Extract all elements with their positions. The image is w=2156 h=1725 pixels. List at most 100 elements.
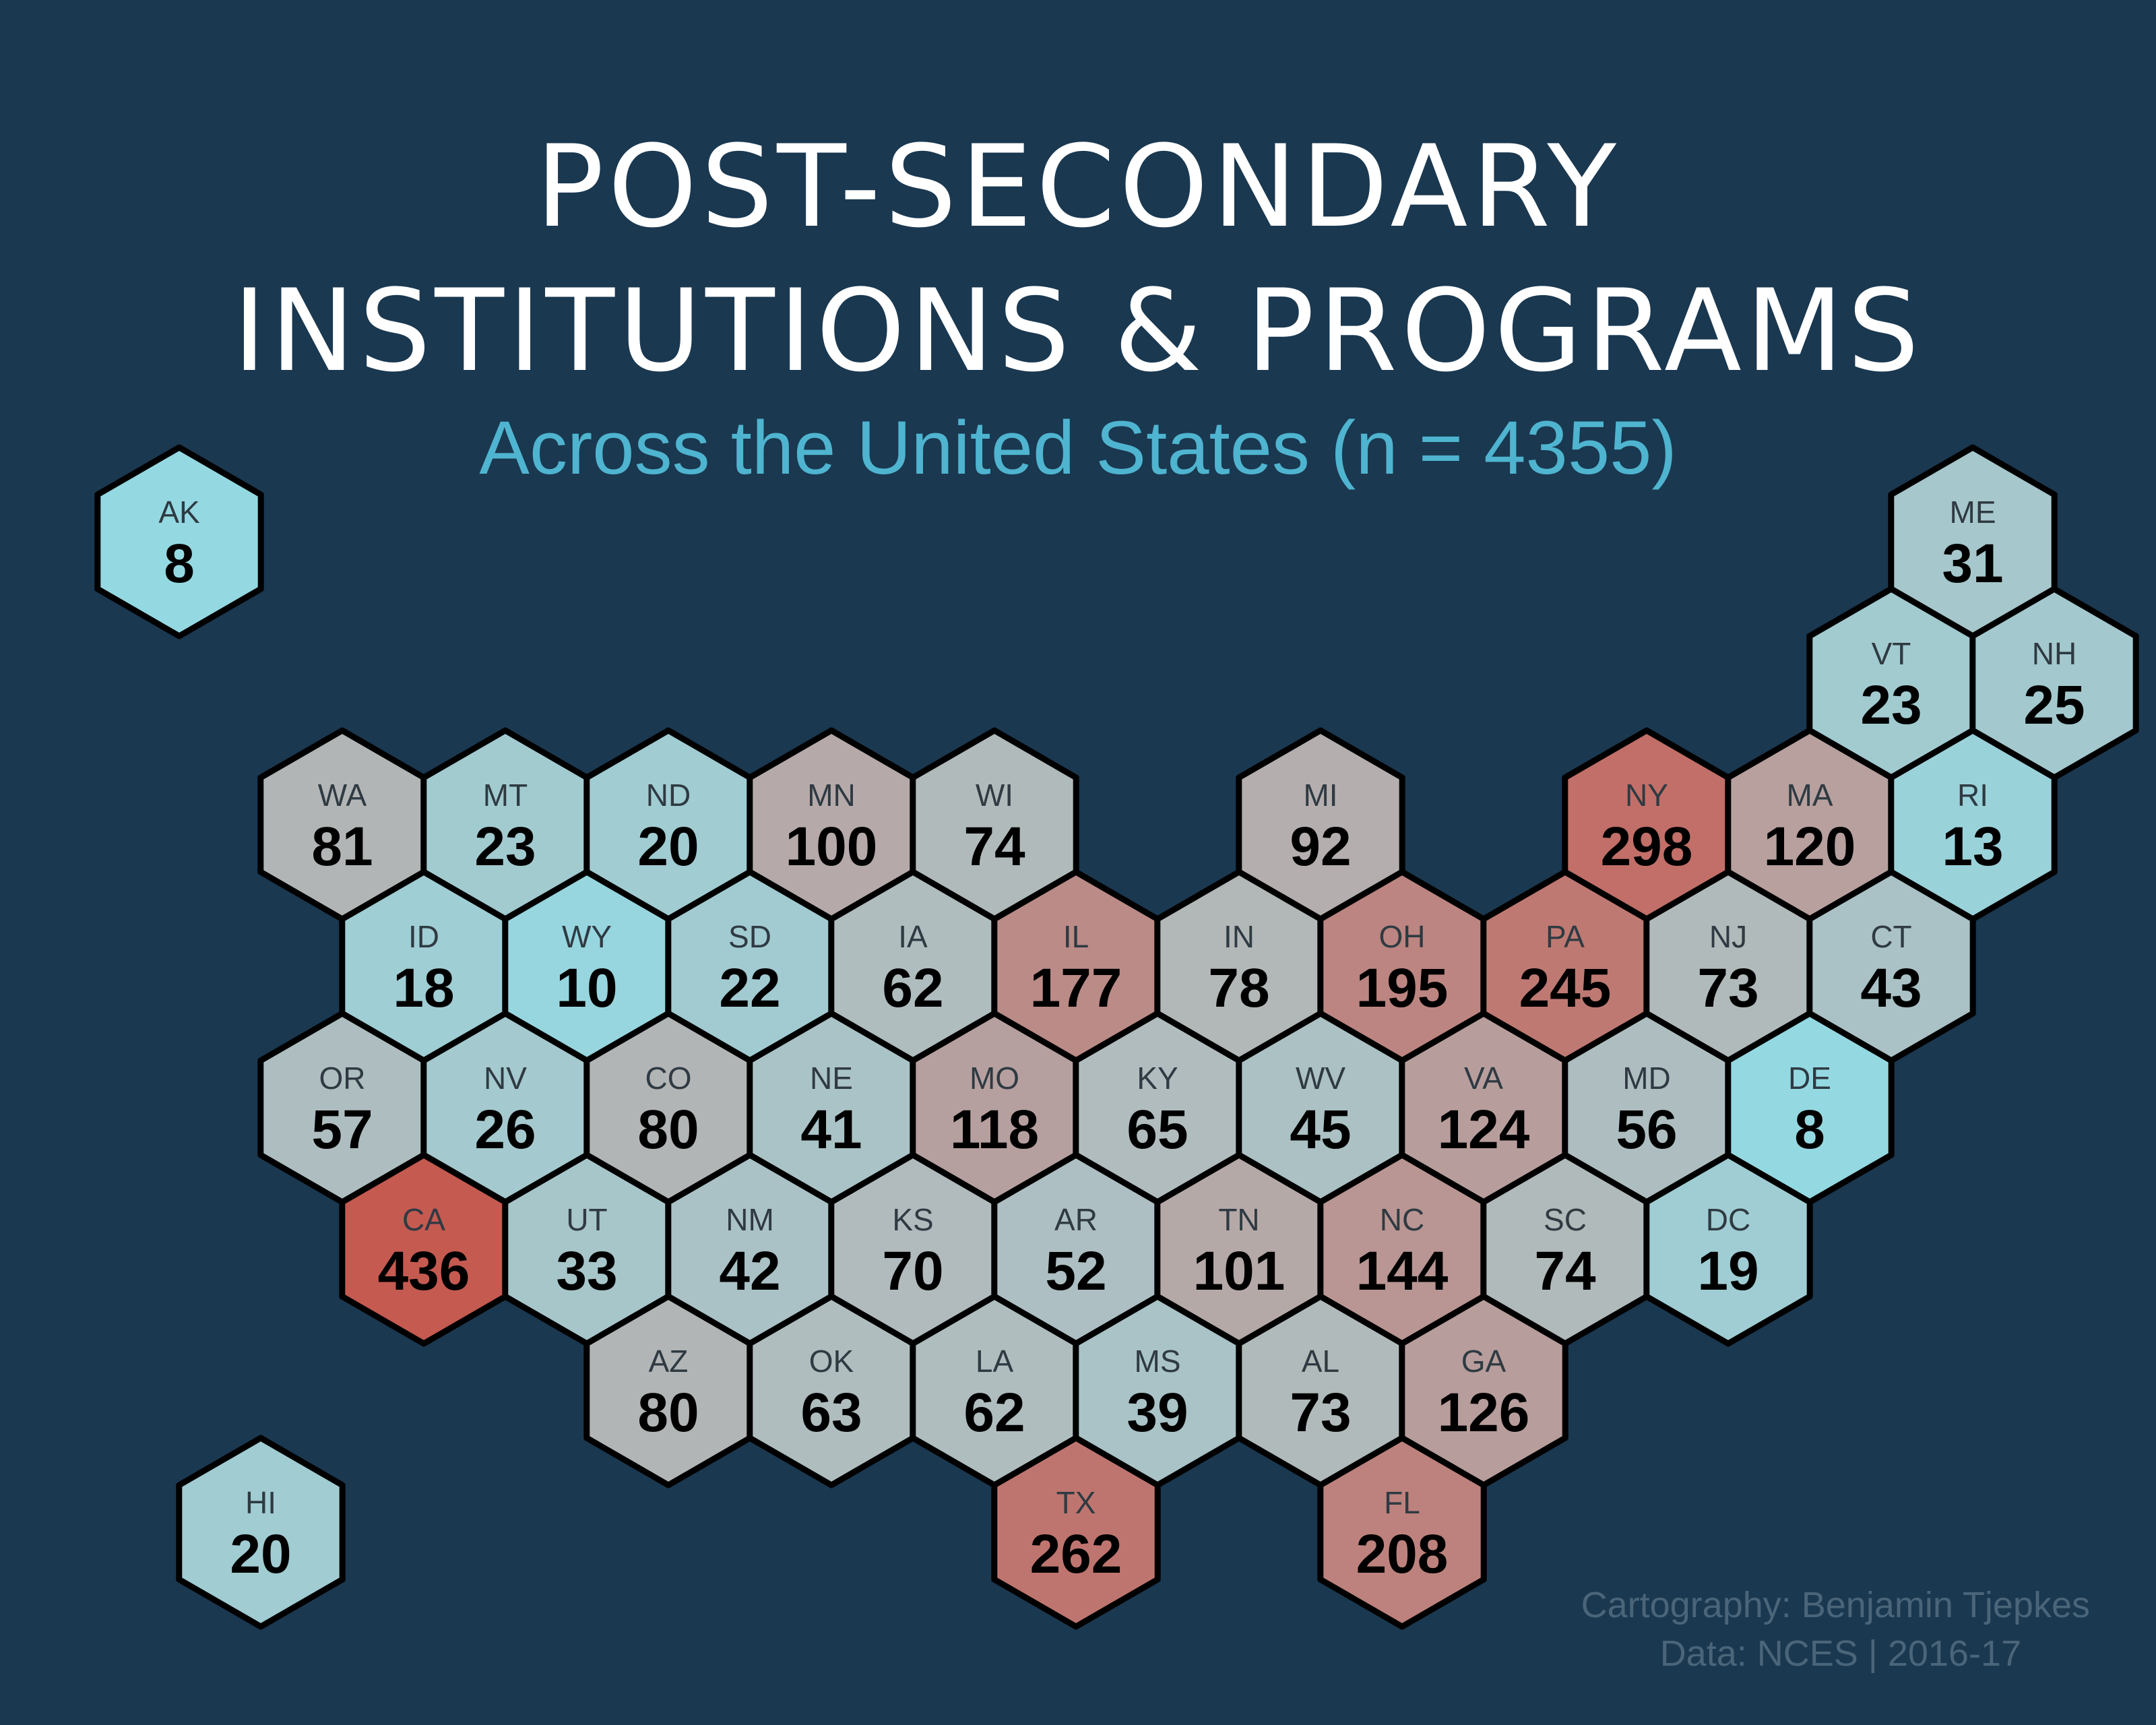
state-abbr-label: LA: [976, 1344, 1014, 1379]
state-abbr-label: MI: [1303, 778, 1337, 813]
state-abbr-label: IN: [1224, 919, 1255, 954]
state-hex-ca: CA 436: [339, 1152, 509, 1347]
state-abbr-label: MA: [1787, 778, 1833, 813]
state-abbr-label: TN: [1218, 1202, 1259, 1237]
state-hex-nh: NH 25: [1969, 586, 2139, 781]
state-count-label: 62: [882, 958, 943, 1019]
data-source-credit: Data: NCES | 2016-17: [1659, 1633, 2021, 1674]
state-abbr-label: GA: [1461, 1344, 1507, 1379]
state-count-label: 73: [1697, 958, 1758, 1019]
state-count-label: 33: [556, 1241, 617, 1302]
state-count-label: 100: [786, 816, 878, 877]
state-abbr-label: NM: [726, 1202, 774, 1237]
state-abbr-label: WA: [318, 778, 367, 813]
state-abbr-label: MN: [807, 778, 856, 813]
state-count-label: 23: [1860, 675, 1922, 736]
state-count-label: 20: [230, 1524, 291, 1585]
state-abbr-label: NC: [1380, 1202, 1424, 1237]
state-abbr-label: OR: [319, 1061, 366, 1096]
state-abbr-label: MS: [1135, 1344, 1181, 1379]
state-abbr-label: AL: [1302, 1344, 1339, 1379]
state-count-label: 124: [1438, 1099, 1530, 1160]
state-count-label: 23: [474, 816, 536, 877]
state-count-label: 177: [1030, 958, 1122, 1019]
state-count-label: 63: [800, 1382, 862, 1443]
state-abbr-label: KY: [1137, 1061, 1178, 1096]
state-abbr-label: IA: [898, 919, 928, 954]
state-count-label: 18: [393, 958, 454, 1019]
state-count-label: 8: [1794, 1099, 1825, 1160]
state-hex-shape: [1317, 1435, 1487, 1630]
state-abbr-label: HI: [245, 1485, 276, 1520]
state-count-label: 73: [1290, 1382, 1351, 1443]
state-count-label: 126: [1438, 1382, 1530, 1443]
state-hex-sc: SC 74: [1480, 1152, 1650, 1347]
state-count-label: 25: [2023, 675, 2085, 736]
state-abbr-label: FL: [1384, 1485, 1420, 1520]
state-count-label: 52: [1045, 1241, 1106, 1302]
state-count-label: 8: [164, 533, 195, 594]
state-abbr-label: NY: [1625, 778, 1668, 813]
state-count-label: 65: [1127, 1099, 1188, 1160]
state-abbr-label: PA: [1546, 919, 1585, 954]
state-abbr-label: NV: [484, 1061, 527, 1096]
state-hex-ks: KS 70: [828, 1152, 998, 1347]
state-abbr-label: OK: [809, 1344, 854, 1379]
state-count-label: 81: [311, 816, 373, 877]
state-abbr-label: UT: [566, 1202, 607, 1237]
state-count-label: 56: [1616, 1099, 1677, 1160]
state-hex-hi: HI 20: [176, 1435, 346, 1630]
state-abbr-label: DC: [1706, 1202, 1750, 1237]
state-count-label: 43: [1860, 958, 1922, 1019]
state-count-label: 208: [1356, 1524, 1449, 1585]
state-hex-dc: DC 19: [1643, 1152, 1813, 1347]
state-count-label: 57: [311, 1099, 373, 1160]
state-count-label: 262: [1030, 1524, 1122, 1585]
state-abbr-label: AK: [158, 495, 200, 530]
state-abbr-label: SD: [728, 919, 771, 954]
state-abbr-label: SC: [1544, 1202, 1587, 1237]
state-count-label: 39: [1127, 1382, 1188, 1443]
state-abbr-label: OH: [1379, 919, 1426, 954]
state-abbr-label: RI: [1957, 778, 1988, 813]
state-abbr-label: WV: [1296, 1061, 1345, 1096]
state-count-label: 41: [800, 1099, 862, 1160]
state-abbr-label: CT: [1870, 919, 1911, 954]
state-count-label: 120: [1764, 816, 1856, 877]
state-abbr-label: IL: [1063, 919, 1089, 954]
state-count-label: 31: [1942, 533, 2003, 594]
state-count-label: 436: [378, 1241, 470, 1302]
state-abbr-label: NH: [2032, 636, 2076, 671]
state-abbr-label: NE: [810, 1061, 853, 1096]
state-count-label: 144: [1356, 1241, 1449, 1302]
state-hex-id: ID 18: [339, 869, 509, 1064]
state-hex-sd: SD 22: [665, 869, 835, 1064]
state-hex-wy: WY 10: [502, 869, 672, 1064]
state-abbr-label: MD: [1622, 1061, 1671, 1096]
state-count-label: 80: [637, 1382, 699, 1443]
map-subtitle: Across the United States (n = 4355): [479, 406, 1677, 490]
state-abbr-label: KS: [892, 1202, 933, 1237]
state-count-label: 80: [637, 1099, 699, 1160]
title-line-2: INSTITUTIONS & PROGRAMS: [232, 265, 1924, 397]
state-count-label: 118: [950, 1099, 1039, 1160]
state-count-label: 26: [474, 1099, 536, 1160]
state-count-label: 74: [963, 816, 1025, 877]
map-title: POST-SECONDARY INSTITUTIONS & PROGRAMS: [0, 115, 2156, 403]
state-count-label: 74: [1534, 1241, 1596, 1302]
state-abbr-label: MT: [483, 778, 528, 813]
state-hex-tn: TN 101: [1154, 1152, 1324, 1347]
state-abbr-label: CO: [645, 1061, 692, 1096]
state-hex-tx: TX 262: [991, 1435, 1161, 1630]
state-count-label: 62: [963, 1382, 1025, 1443]
state-count-label: 298: [1601, 816, 1693, 877]
state-count-label: 195: [1356, 958, 1449, 1019]
state-abbr-label: CA: [402, 1202, 445, 1237]
